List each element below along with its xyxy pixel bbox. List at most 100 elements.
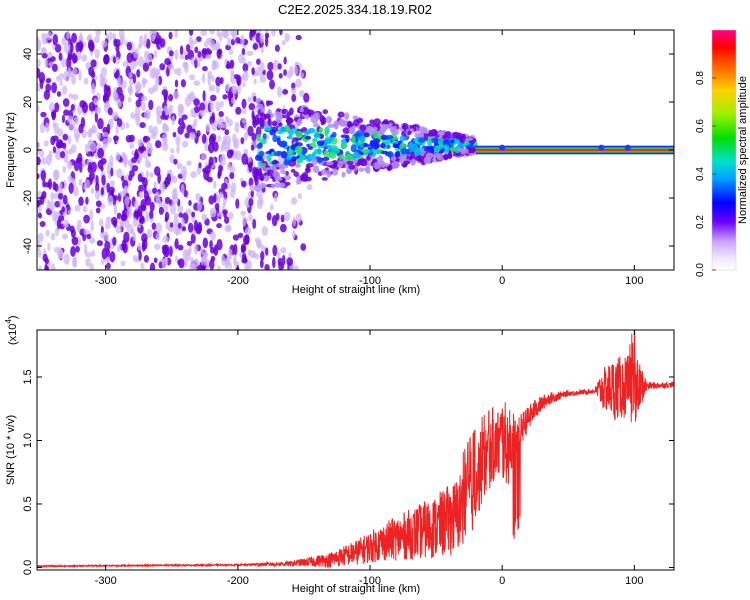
colorbar-ticks: 0.0 0.2 0.4 0.6 0.8	[695, 71, 716, 277]
spectrogram-cell	[291, 93, 297, 103]
spectrogram-cell	[240, 34, 245, 47]
spectrogram-cell	[93, 98, 98, 106]
spectrogram-cell	[215, 207, 220, 215]
spectrogram-cell	[89, 263, 95, 270]
spectrogram-cell	[73, 116, 80, 126]
spectrogram-ytick-label: 40	[22, 48, 34, 60]
spectrogram-cell	[176, 144, 180, 154]
spectrogram-blob	[499, 144, 506, 151]
spectrogram-cell	[188, 30, 194, 37]
spectrogram-cell	[149, 201, 155, 212]
spectrogram-cell	[281, 39, 286, 46]
spectrogram-cell	[54, 246, 59, 254]
spectrogram-cell	[222, 209, 228, 215]
spectrogram-cell	[193, 258, 200, 268]
spectrogram-cell	[235, 106, 242, 115]
spectrogram-cell	[208, 156, 214, 167]
spectrogram-cell	[127, 96, 132, 103]
spectrogram-cell	[43, 89, 51, 101]
spectrogram-cell	[230, 69, 235, 77]
spectrogram-cell	[131, 164, 139, 172]
spectrogram-cell	[142, 135, 149, 143]
spectrogram-cell	[52, 121, 56, 129]
spectrogram-cell	[38, 265, 42, 270]
spectrogram-cell	[185, 44, 191, 52]
spectrogram-cell	[299, 108, 304, 113]
spectrogram-cell	[248, 161, 253, 173]
spectrogram-cell	[154, 191, 161, 201]
spectrogram-cell	[113, 203, 118, 215]
spectrogram-cell	[213, 244, 219, 256]
spectrogram-cell	[177, 125, 184, 135]
spectrogram-cell	[270, 183, 276, 189]
spectrogram-cell	[198, 162, 202, 169]
spectrogram-cell	[358, 143, 364, 149]
spectrogram-cell	[128, 174, 133, 182]
spectrogram-cell	[295, 130, 303, 139]
spectrogram-cell	[169, 203, 176, 215]
spectrogram-cell	[140, 146, 147, 152]
spectrogram-cell	[72, 256, 77, 268]
spectrogram-cell	[259, 32, 265, 44]
spectrogram-cell	[372, 138, 381, 145]
spectrogram-cell	[221, 30, 228, 38]
spectrogram-cell	[37, 105, 40, 113]
spectrogram-cell	[252, 118, 258, 128]
spectrogram-cell	[256, 189, 263, 199]
spectrogram-cell	[37, 199, 43, 206]
spectrogram-cell	[223, 257, 230, 270]
spectrogram-cell	[351, 135, 356, 144]
spectrogram-cell	[95, 182, 100, 193]
spectrogram-cell	[71, 236, 79, 246]
spectrogram-cell	[184, 257, 189, 268]
spectrogram-cell	[186, 124, 193, 134]
spectrogram-cell	[259, 182, 267, 189]
spectrogram-cell	[278, 111, 283, 117]
spectrogram-xtick-label: 100	[625, 275, 643, 287]
spectrogram-cell	[221, 182, 228, 190]
spectrogram-cell	[168, 104, 174, 111]
spectrogram-cell	[234, 150, 242, 161]
spectrogram-cell	[209, 94, 217, 102]
spectrogram-cell	[60, 58, 67, 68]
spectrogram-cell	[328, 137, 334, 142]
spectrogram-cell	[340, 160, 346, 165]
spectrogram-cell	[235, 36, 241, 44]
spectrogram-cell	[392, 142, 398, 149]
spectrogram-cell	[202, 65, 208, 72]
spectrogram-cell	[255, 32, 261, 43]
spectrogram-cell	[274, 192, 278, 203]
colorbar-tick-label: 0.0	[695, 263, 706, 277]
spectrogram-cell	[246, 260, 253, 270]
spectrogram-cell	[37, 147, 41, 156]
spectrogram-cell	[89, 236, 96, 244]
spectrogram-cell	[94, 106, 102, 115]
spectrogram-cell	[113, 72, 118, 79]
spectrogram-cell	[253, 173, 258, 183]
spectrogram-cell	[264, 32, 270, 39]
spectrogram-cell	[283, 211, 291, 222]
spectrogram-cell	[128, 78, 134, 86]
spectrogram-cell	[288, 128, 294, 137]
spectrogram-cell	[139, 121, 146, 129]
snr-xtick-label: -200	[227, 575, 249, 587]
spectrogram-cell	[109, 180, 115, 187]
spectrogram-cell	[228, 49, 234, 56]
spectrogram-cell	[217, 48, 223, 55]
spectrogram-cell	[132, 254, 139, 263]
spectrogram-cell	[241, 48, 246, 56]
spectrogram-cell	[96, 131, 101, 140]
spectrogram-cell	[354, 151, 359, 157]
spectrogram-xlabel: Height of straight line (km)	[292, 284, 420, 296]
spectrogram-cell	[446, 140, 452, 147]
spectrogram-cell	[174, 49, 179, 61]
spectrogram-cell	[352, 115, 359, 120]
spectrogram-cell	[168, 50, 174, 57]
spectrogram-cell	[280, 247, 287, 254]
spectrogram-cell	[126, 52, 134, 63]
spectrogram-cell	[85, 258, 91, 267]
spectrogram-cell	[81, 101, 89, 114]
spectrogram-cell	[140, 176, 146, 183]
spectrogram-cell	[70, 42, 74, 53]
spectrogram-cell	[133, 48, 140, 59]
